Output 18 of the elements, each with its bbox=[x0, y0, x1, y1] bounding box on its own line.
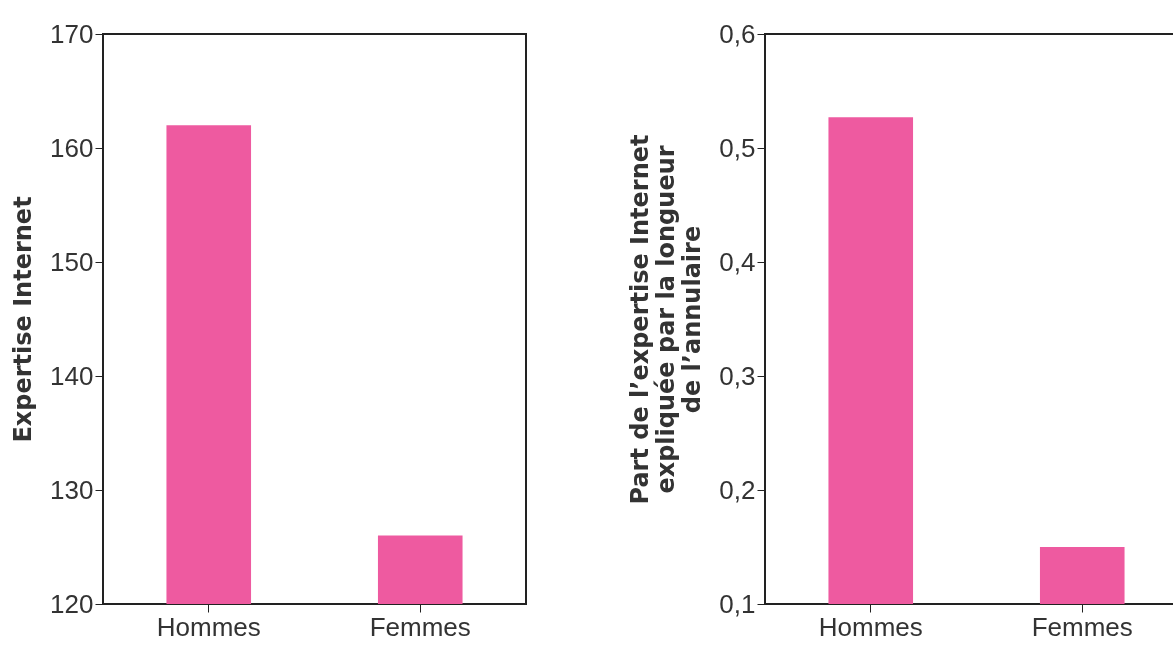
x-tick-label: Hommes bbox=[156, 611, 261, 642]
y-axis-title: Expertise Internet bbox=[9, 196, 38, 443]
y-tick-label: 0,1 bbox=[719, 588, 756, 619]
y-tick-label: 170 bbox=[50, 18, 94, 49]
y-tick-label: 150 bbox=[50, 246, 94, 277]
y-tick-label: 120 bbox=[50, 588, 94, 619]
y-tick-label: 0,2 bbox=[719, 474, 756, 505]
y-tick-label: 140 bbox=[50, 360, 94, 391]
x-tick-label: Hommes bbox=[818, 611, 923, 642]
y-tick-label: 130 bbox=[50, 474, 94, 505]
x-tick-label: Femmes bbox=[1031, 611, 1133, 642]
y-tick-label: 0,5 bbox=[719, 132, 756, 163]
y-axis-title: Part de l’expertise Internet expliquée par la longueur de l’annulaire bbox=[626, 134, 707, 505]
y-tick-label: 160 bbox=[50, 132, 94, 163]
y-tick-label: 0,6 bbox=[719, 18, 756, 49]
y-tick-label: 0,3 bbox=[719, 360, 756, 391]
x-tick-label: Femmes bbox=[369, 611, 471, 642]
y-tick-label: 0,4 bbox=[719, 246, 756, 277]
